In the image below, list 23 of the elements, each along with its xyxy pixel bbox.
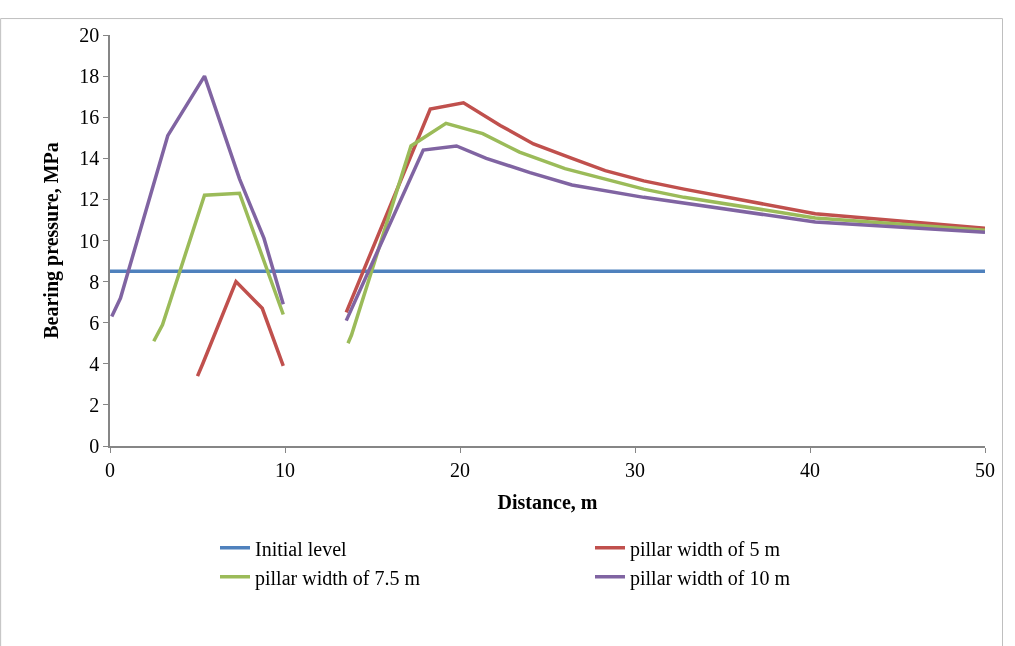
y-tick-label: 6 [89, 311, 100, 334]
y-tick-label: 0 [89, 435, 100, 457]
y-tick-label: 8 [89, 270, 100, 293]
y-tick-label: 14 [79, 147, 100, 170]
x-tick-label: 50 [975, 458, 995, 481]
legend-label: pillar width of 7.5 m [255, 566, 421, 590]
x-tick-label: 20 [450, 458, 470, 481]
legend-label: pillar width of 10 m [630, 566, 791, 590]
legend-label: pillar width of 5 m [630, 537, 781, 561]
y-axis-title: Bearing pressure, MPa [40, 142, 64, 339]
x-axis-title: Distance, m [497, 490, 598, 513]
x-tick-label: 0 [105, 458, 115, 481]
x-tick-label: 40 [800, 458, 820, 481]
y-tick-label: 16 [79, 106, 100, 129]
y-tick-label: 12 [79, 188, 100, 211]
x-tick-label: 30 [625, 458, 645, 481]
legend-label: Initial level [255, 537, 348, 560]
y-tick-label: 4 [89, 352, 100, 375]
y-tick-label: 10 [79, 229, 100, 252]
x-tick-label: 10 [275, 458, 295, 481]
y-tick-label: 2 [89, 393, 100, 416]
y-tick-label: 20 [79, 24, 100, 46]
y-tick-label: 18 [79, 65, 100, 88]
